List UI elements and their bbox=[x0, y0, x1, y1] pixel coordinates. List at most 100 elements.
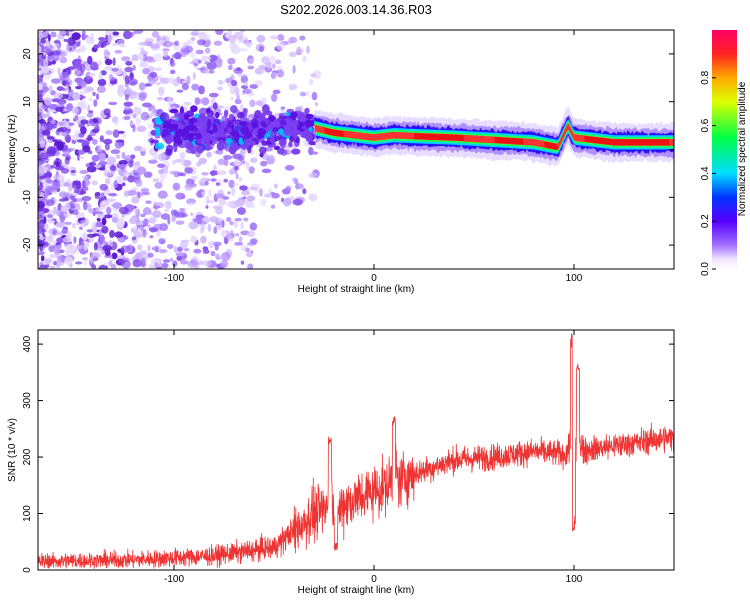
spectrogram-speckle-blob bbox=[93, 99, 98, 107]
spectrogram-cluster-blob bbox=[206, 113, 216, 121]
spectrogram-speckle-blob bbox=[125, 60, 133, 66]
spectrogram-speckle-blob bbox=[160, 213, 171, 220]
spectrogram-speckle-blob bbox=[77, 154, 81, 161]
spectrogram-speckle-blob bbox=[212, 205, 223, 210]
spectrogram-speckle-blob bbox=[112, 57, 116, 66]
spectrogram-speckle-blob bbox=[91, 264, 97, 269]
spectrogram-speckle-blob bbox=[228, 233, 234, 242]
spectrogram-speckle-blob bbox=[46, 214, 53, 219]
spectrogram-speckle-blob bbox=[233, 159, 241, 167]
spectrogram-speckle-blob bbox=[237, 73, 247, 77]
spectrogram-cluster-blob bbox=[166, 144, 174, 150]
spectrogram-speckle-blob bbox=[207, 240, 216, 247]
spectrogram-speckle-blob bbox=[228, 64, 233, 71]
spectrogram-speckle-blob bbox=[206, 151, 212, 158]
spectrogram-speckle-blob bbox=[51, 60, 56, 65]
spectrogram-speckle-blob bbox=[224, 156, 228, 161]
spectrogram-speckle-blob bbox=[53, 245, 60, 255]
spectrogram-speckle-blob bbox=[148, 217, 157, 224]
spectrogram-speckle-blob bbox=[238, 236, 243, 243]
spectrogram-cluster-blob bbox=[183, 113, 190, 120]
snr-x-ticks: -100 0 100 bbox=[164, 330, 583, 585]
spectrogram-speckle-blob bbox=[308, 193, 318, 202]
spectrogram-speckle-blob bbox=[132, 259, 143, 268]
spectrogram-speckle-blob bbox=[45, 111, 51, 118]
spectrogram-cluster-blob bbox=[189, 126, 199, 132]
spectrogram-speckle-blob bbox=[147, 78, 156, 85]
spectrogram-cluster-blob bbox=[308, 126, 313, 132]
spectrogram-speckle-blob bbox=[81, 241, 85, 247]
spectrogram-speckle-blob bbox=[76, 80, 83, 88]
spectrogram-speckle-blob bbox=[204, 181, 209, 186]
spectrogram-speckle-blob bbox=[107, 198, 116, 202]
spectrogram-speckle-blob bbox=[148, 227, 159, 233]
spectrogram-cluster-blob bbox=[195, 133, 203, 140]
spectrogram-speckle-blob bbox=[217, 86, 223, 91]
spectrogram-speckle-blob bbox=[243, 217, 249, 222]
spectrogram-speckle-blob bbox=[93, 242, 98, 251]
spectrogram-x-tick-label: 0 bbox=[371, 273, 377, 284]
spectrogram-speckle-blob bbox=[93, 211, 104, 215]
spectrogram-speckle-blob bbox=[292, 198, 303, 206]
spectrogram-speckle-blob bbox=[108, 260, 113, 267]
spectrogram-speckle-blob bbox=[179, 207, 185, 213]
spectrogram-speckle-blob bbox=[96, 85, 106, 94]
spectrogram-speckle-blob bbox=[208, 70, 215, 74]
spectrogram-speckle-blob bbox=[173, 246, 178, 253]
spectrogram-cluster-blob bbox=[188, 117, 198, 124]
spectrogram-speckle-blob bbox=[115, 218, 126, 228]
spectrogram-speckle-blob bbox=[88, 150, 93, 155]
spectrogram-cluster-blob bbox=[238, 137, 243, 145]
spectrogram-cluster-blob bbox=[257, 127, 267, 136]
spectrogram-speckle-blob bbox=[261, 56, 271, 64]
spectrogram-speckle-blob bbox=[79, 212, 85, 216]
spectrogram-speckle-blob bbox=[277, 34, 285, 41]
spectrogram-speckle-blob bbox=[226, 201, 237, 208]
spectrogram-speckle-blob bbox=[156, 81, 161, 86]
spectrogram-speckle-blob bbox=[80, 86, 88, 95]
spectrogram-cluster-blob bbox=[170, 120, 178, 125]
spectrogram-speckle-blob bbox=[118, 206, 129, 215]
spectrogram-speckle-blob bbox=[299, 35, 306, 41]
spectrogram-speckle-blob bbox=[232, 183, 240, 187]
spectrogram-speckle-blob bbox=[127, 175, 136, 183]
spectrogram-x-ticks: -100 0 100 bbox=[164, 30, 583, 284]
spectrogram-speckle-blob bbox=[294, 183, 304, 190]
spectrogram-speckle-blob bbox=[187, 260, 197, 269]
spectrogram-cluster-blob bbox=[205, 142, 211, 151]
spectrogram-speckle-blob bbox=[170, 257, 174, 262]
colorbar-tick-label: 0.0 bbox=[700, 262, 711, 276]
spectrogram-speckle-blob bbox=[92, 233, 101, 237]
spectrogram-speckle-blob bbox=[79, 170, 89, 174]
spectrogram-speckle-blob bbox=[154, 262, 158, 268]
colorbar-tick-label: 0.2 bbox=[700, 214, 711, 228]
spectrogram-cluster-blob bbox=[230, 105, 238, 114]
spectrogram-cluster-blob bbox=[254, 134, 260, 145]
spectrogram-speckle-blob bbox=[184, 183, 195, 189]
spectrogram-speckle-blob bbox=[158, 169, 165, 175]
spectrogram-speckle-blob bbox=[266, 64, 272, 69]
spectrogram-speckle-blob bbox=[234, 217, 242, 222]
spectrogram-speckle-blob bbox=[133, 146, 139, 152]
spectrogram-cluster-blob bbox=[259, 112, 266, 123]
spectrogram-speckle-blob bbox=[221, 251, 231, 261]
spectrogram-speckle-blob bbox=[73, 236, 77, 244]
spectrogram-cluster-blob bbox=[305, 113, 314, 120]
spectrogram-speckle-blob bbox=[195, 49, 204, 55]
spectrogram-speckle-blob bbox=[157, 163, 166, 168]
spectrogram-speckle-blob bbox=[171, 53, 181, 59]
spectrogram-speckle-blob bbox=[254, 67, 264, 75]
spectrogram-speckle-blob bbox=[192, 218, 203, 222]
spectrogram-speckle-blob bbox=[227, 30, 233, 37]
spectrogram-ridge-peak bbox=[544, 141, 558, 150]
spectrogram-speckle-blob bbox=[190, 175, 198, 180]
spectrogram-speckle-blob bbox=[64, 134, 72, 143]
spectrogram-speckle-blob bbox=[161, 262, 169, 269]
spectrogram-speckle-blob bbox=[50, 31, 57, 38]
spectrogram-speckle-blob bbox=[180, 239, 191, 243]
spectrogram-speckle-blob bbox=[47, 34, 51, 42]
spectrogram-ridge-peak bbox=[584, 135, 670, 146]
spectrogram-speckle-blob bbox=[240, 159, 246, 165]
spectrogram-speckle-blob bbox=[223, 158, 229, 167]
spectrogram-speckle-blob bbox=[167, 217, 171, 225]
